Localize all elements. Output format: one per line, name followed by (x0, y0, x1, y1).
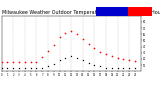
Point (0, 68, 3, 69)
Point (116, 57, 119, 58)
Point (70, 55, 72, 57)
Point (111, 55, 113, 57)
Point (0, 61, 3, 63)
Point (76, 33, 78, 35)
Text: Milwaukee Weather Outdoor Temperature vs Heat Index (24 Hours): Milwaukee Weather Outdoor Temperature vs… (2, 10, 160, 15)
Point (35, 61, 38, 63)
Point (70, 30, 72, 32)
Point (105, 67, 107, 68)
Point (41, 68, 44, 69)
Point (18, 61, 20, 63)
Point (122, 58, 125, 60)
Point (116, 68, 119, 69)
Point (87, 43, 90, 44)
Point (35, 68, 38, 69)
Point (52, 44, 55, 45)
Point (105, 53, 107, 55)
Point (52, 63, 55, 65)
Point (128, 60, 131, 61)
Point (76, 57, 78, 58)
Point (41, 56, 44, 58)
Point (47, 66, 49, 67)
Point (58, 37, 61, 38)
Point (134, 68, 136, 69)
Point (111, 68, 113, 69)
Point (6, 68, 9, 69)
Point (18, 68, 20, 69)
Point (64, 32, 67, 34)
Point (58, 60, 61, 61)
Point (24, 68, 26, 69)
Point (29, 61, 32, 63)
Point (12, 61, 15, 63)
Point (93, 64, 96, 66)
Point (134, 61, 136, 62)
Point (128, 68, 131, 69)
Point (6, 61, 9, 63)
Point (87, 62, 90, 63)
Point (93, 47, 96, 49)
Point (29, 68, 32, 69)
Point (82, 38, 84, 40)
Point (99, 66, 101, 67)
Point (64, 57, 67, 58)
Point (24, 61, 26, 63)
Point (122, 68, 125, 69)
Point (47, 50, 49, 52)
Point (99, 51, 101, 52)
Point (82, 60, 84, 61)
Point (12, 68, 15, 69)
